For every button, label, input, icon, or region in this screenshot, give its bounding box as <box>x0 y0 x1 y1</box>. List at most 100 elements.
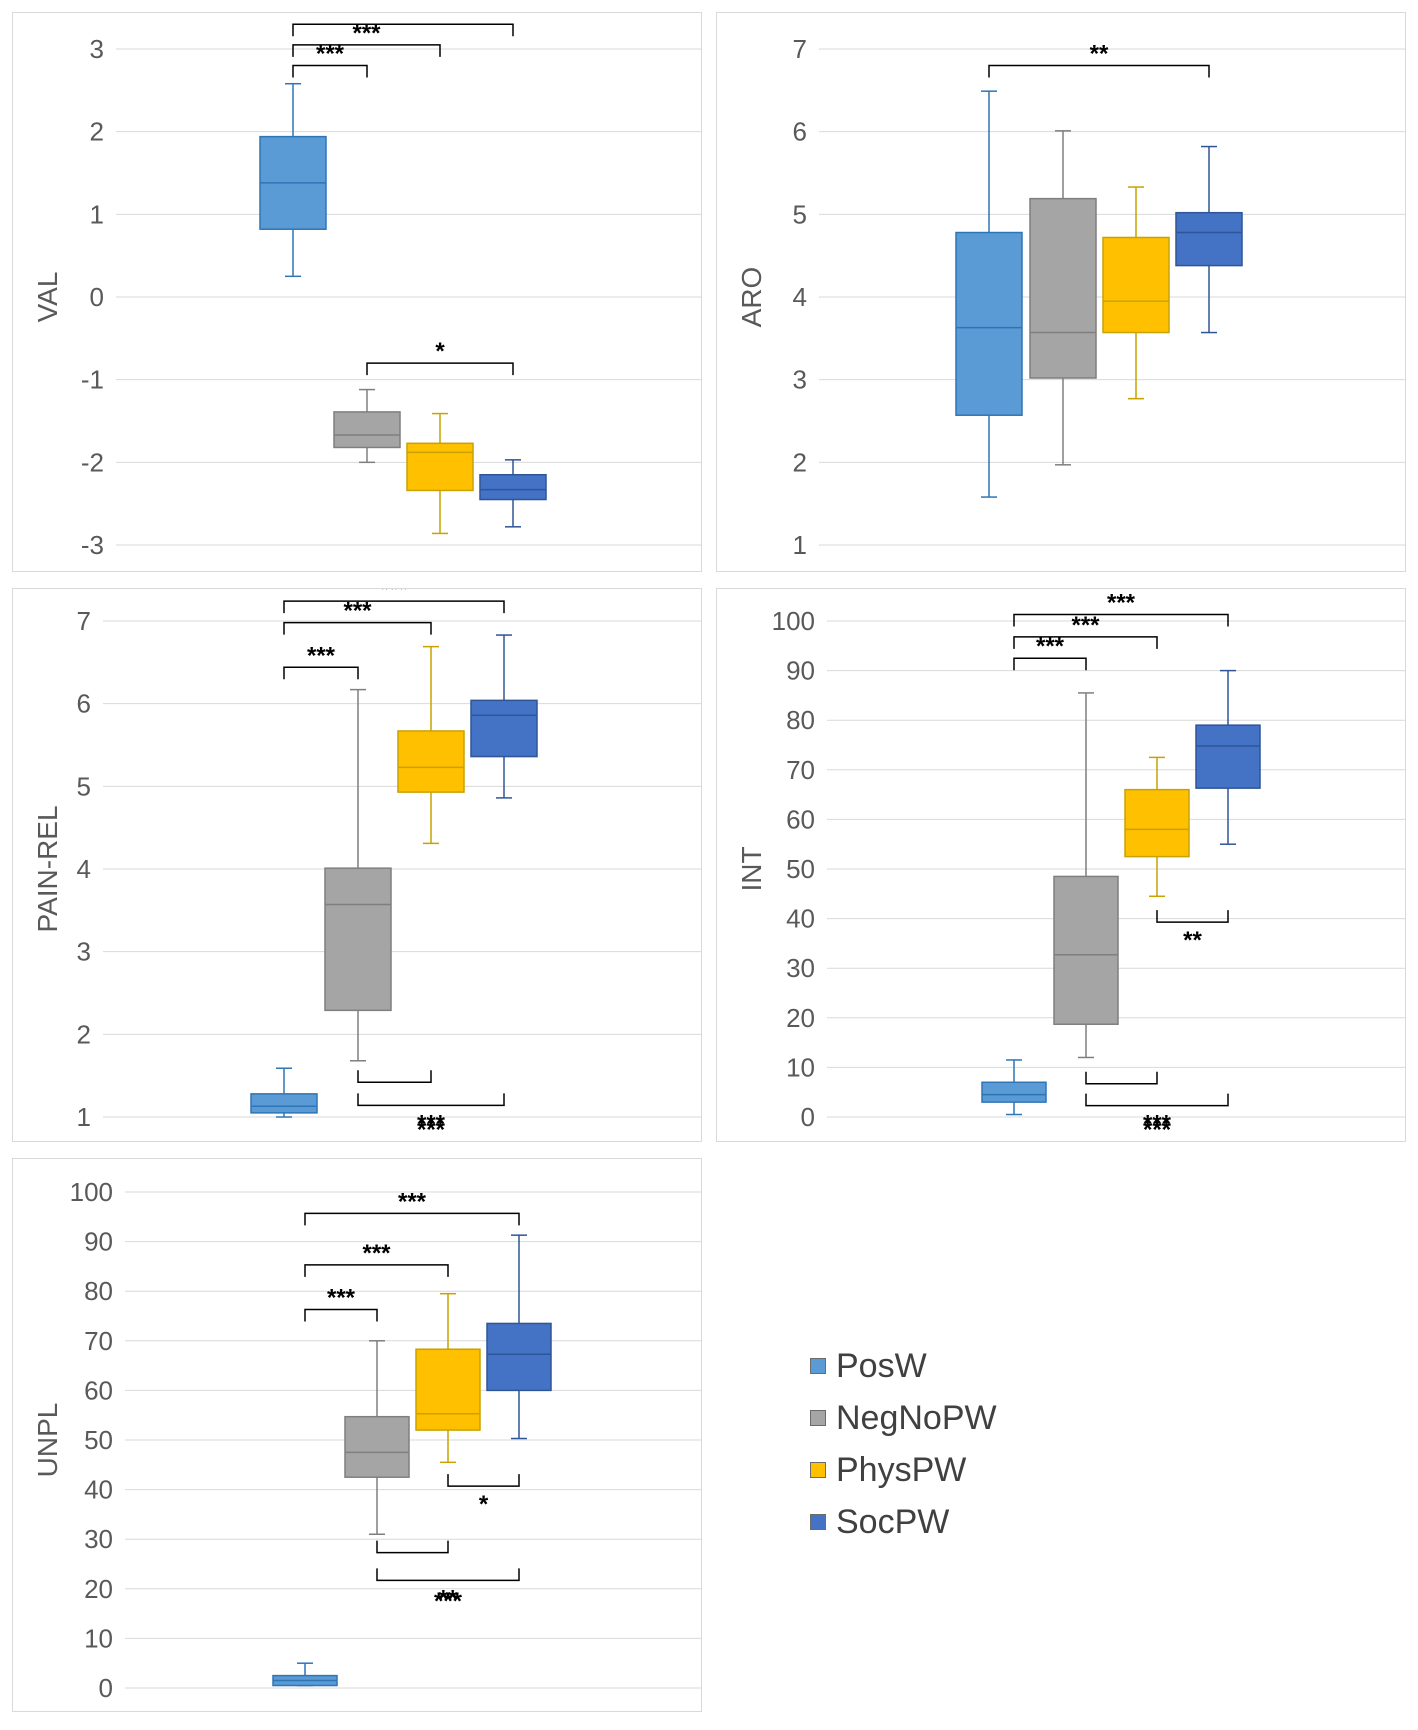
chart-panel-aro: 7 6 5 4 3 2 1 ARO ** <box>716 12 1406 572</box>
legend-swatch-negnopw <box>810 1410 826 1426</box>
box-posw <box>272 1662 338 1687</box>
y-tick-label: 30 <box>786 953 815 983</box>
legend-item-posw: PosW <box>810 1340 1110 1392</box>
significance-bracket: ** <box>1156 910 1229 954</box>
bracket-line <box>447 1474 520 1487</box>
y-tick-label: 80 <box>84 1276 113 1306</box>
y-tick-label: 10 <box>786 1052 815 1082</box>
y-tick-label: -3 <box>81 530 104 560</box>
box-iqr <box>344 1415 410 1478</box>
bracket-line <box>292 64 368 78</box>
legend-item-physpw: PhysPW <box>810 1444 1110 1496</box>
y-tick-label: 1 <box>793 530 807 560</box>
significance-bracket: * <box>447 1474 520 1518</box>
significance-bracket: *** <box>283 598 432 635</box>
significance-bracket: *** <box>1143 1116 1172 1141</box>
y-axis-label: INT <box>736 846 767 891</box>
box-posw <box>259 82 327 278</box>
significance-label: *** <box>1143 1116 1172 1141</box>
significance-label: *** <box>327 1285 356 1312</box>
significance-bracket: *** <box>417 1116 446 1141</box>
bracket-line <box>283 600 505 614</box>
box-socpw <box>470 634 538 799</box>
y-tick-label: 30 <box>84 1524 113 1554</box>
significance-bracket: *** <box>304 1188 520 1226</box>
y-tick-label: 3 <box>90 34 104 64</box>
bracket-line <box>357 1093 505 1107</box>
y-tick-label: 70 <box>84 1326 113 1356</box>
y-axis-label: VAL <box>32 272 63 323</box>
bracket-line <box>283 621 432 635</box>
bracket-line <box>1085 1093 1229 1107</box>
box-iqr <box>1195 724 1261 789</box>
significance-label: *** <box>398 1188 427 1215</box>
legend-swatch-posw <box>810 1358 826 1374</box>
y-tick-label: 7 <box>793 34 807 64</box>
box-iqr <box>397 730 465 793</box>
box-physpw <box>415 1292 481 1464</box>
box-negnopw <box>344 1340 410 1535</box>
chart-panel-pain-rel: 7 6 5 4 3 2 1 PAIN-REL *** *** *** *** *** <box>12 588 702 1142</box>
box-iqr <box>981 1081 1047 1103</box>
bracket-line <box>292 44 441 57</box>
y-tick-label: 3 <box>77 937 91 967</box>
bracket-line <box>304 1264 449 1277</box>
significance-bracket: *** <box>304 1285 378 1322</box>
y-tick-label: 40 <box>786 904 815 934</box>
box-posw <box>955 90 1023 498</box>
bracket-line <box>357 1070 432 1084</box>
significance-label: *** <box>1107 590 1136 617</box>
y-tick-label: 6 <box>793 117 807 147</box>
significance-bracket <box>357 1070 432 1084</box>
box-iqr <box>415 1348 481 1431</box>
significance-bracket: *** <box>434 1588 463 1615</box>
significance-bracket: *** <box>283 589 505 614</box>
y-tick-label: 2 <box>793 447 807 477</box>
box-negnopw <box>324 688 392 1062</box>
y-axis-label: PAIN-REL <box>32 805 63 932</box>
box-socpw <box>1175 145 1243 334</box>
significance-bracket: * <box>366 338 514 376</box>
y-tick-label: 1 <box>90 199 104 229</box>
y-axis-label: UNPL <box>32 1403 63 1478</box>
significance-label: *** <box>1071 612 1100 639</box>
box-socpw <box>486 1234 552 1440</box>
bracket-line <box>376 1540 449 1554</box>
y-tick-label: 90 <box>84 1227 113 1257</box>
y-tick-label: 6 <box>77 689 91 719</box>
box-iqr <box>324 867 392 1012</box>
box-iqr <box>333 411 401 449</box>
significance-label: * <box>479 1491 489 1518</box>
bracket-line <box>283 666 359 680</box>
legend-swatch-physpw <box>810 1462 826 1478</box>
significance-bracket: *** <box>1013 612 1158 649</box>
y-tick-label: 70 <box>786 755 815 785</box>
chart-panel-unpl: 100 90 80 70 60 50 40 30 20 10 0 UNPL *** *** *** * ** **… <box>12 1158 702 1712</box>
bracket-line <box>292 23 514 37</box>
significance-bracket: *** <box>1013 590 1229 627</box>
bracket-line <box>304 1212 520 1226</box>
box-posw <box>981 1059 1047 1116</box>
significance-label: *** <box>380 589 409 603</box>
y-tick-label: 90 <box>786 656 815 686</box>
y-axis-label: ARO <box>736 267 767 328</box>
box-negnopw <box>333 388 401 464</box>
box-iqr <box>470 699 538 758</box>
box-iqr <box>1053 875 1119 1025</box>
box-iqr <box>250 1093 318 1114</box>
significance-bracket: ** <box>376 1568 520 1612</box>
significance-label: *** <box>362 1240 391 1267</box>
y-tick-label: -1 <box>81 365 104 395</box>
legend-swatch-socpw <box>810 1514 826 1530</box>
legend: PosW NegNoPW PhysPW SocPW <box>810 1340 1110 1548</box>
chart-int: 1009080706050403020100INT***************… <box>736 590 1405 1141</box>
box-iqr <box>955 231 1023 416</box>
box-physpw <box>406 412 474 535</box>
significance-label: *** <box>307 642 336 669</box>
box-iqr <box>406 442 474 492</box>
y-tick-label: 100 <box>70 1177 113 1207</box>
y-tick-label: -2 <box>81 447 104 477</box>
significance-label: *** <box>343 598 372 625</box>
y-tick-label: 80 <box>786 705 815 735</box>
